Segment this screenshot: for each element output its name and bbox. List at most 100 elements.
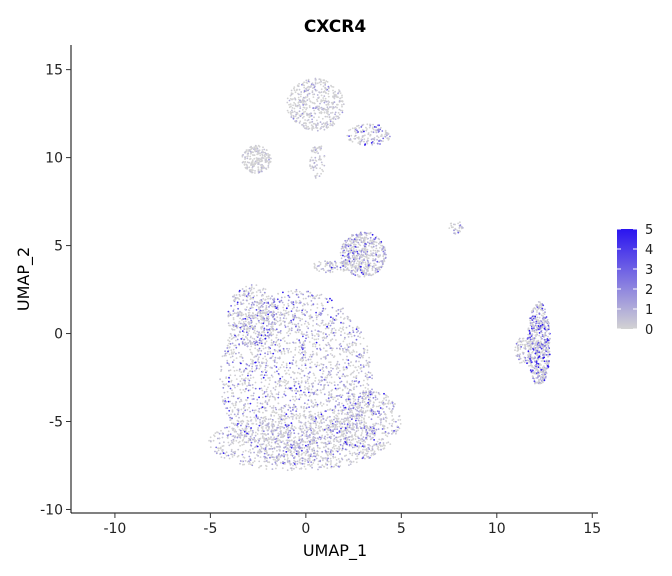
cell-point bbox=[354, 245, 357, 248]
cell-point bbox=[314, 418, 317, 421]
cell-point bbox=[297, 432, 300, 435]
cell-point bbox=[353, 341, 356, 344]
cell-point bbox=[252, 331, 255, 334]
cell-point bbox=[279, 319, 282, 322]
cell-point bbox=[295, 417, 298, 420]
cell-point bbox=[332, 445, 335, 448]
cell-point bbox=[275, 411, 278, 414]
cell-point bbox=[224, 350, 227, 353]
cell-point bbox=[349, 414, 352, 417]
cell-point bbox=[250, 427, 253, 429]
cell-point bbox=[260, 300, 263, 303]
cell-point bbox=[307, 321, 309, 324]
cell-point bbox=[302, 427, 304, 430]
cell-point bbox=[243, 331, 245, 334]
cell-point bbox=[290, 290, 293, 292]
cell-point bbox=[305, 126, 308, 128]
cell-point bbox=[259, 310, 262, 313]
cell-point bbox=[371, 138, 374, 140]
cell-point bbox=[274, 329, 277, 331]
cell-point bbox=[381, 244, 384, 247]
cell-point bbox=[361, 411, 364, 414]
cell-point bbox=[367, 264, 370, 267]
cell-point bbox=[295, 416, 298, 419]
cell-point bbox=[353, 250, 355, 253]
cell-point bbox=[387, 403, 390, 405]
cell-point bbox=[253, 326, 256, 329]
cell-point bbox=[309, 362, 312, 365]
cell-point bbox=[252, 392, 255, 395]
cell-point bbox=[305, 407, 308, 410]
cell-point bbox=[356, 355, 359, 358]
cell-point bbox=[369, 400, 372, 402]
cell-point bbox=[227, 384, 229, 387]
cell-point bbox=[273, 429, 276, 431]
cell-point bbox=[335, 368, 338, 370]
cell-point bbox=[291, 292, 294, 295]
cell-point bbox=[341, 109, 344, 112]
cell-point bbox=[329, 451, 332, 453]
cell-point bbox=[267, 351, 269, 353]
cell-point bbox=[326, 400, 328, 403]
cell-point bbox=[220, 368, 223, 371]
cell-point bbox=[300, 114, 303, 117]
cell-point bbox=[270, 344, 273, 347]
cell-point bbox=[291, 314, 294, 316]
cell-point bbox=[236, 433, 239, 435]
cell-point bbox=[353, 446, 356, 449]
cell-point bbox=[348, 333, 350, 335]
cell-point bbox=[272, 450, 274, 453]
cell-point bbox=[374, 411, 376, 413]
cell-point bbox=[262, 417, 265, 420]
cell-point bbox=[291, 469, 293, 471]
cell-point bbox=[248, 384, 250, 386]
cell-point bbox=[263, 440, 266, 443]
cell-point bbox=[266, 403, 269, 406]
cell-point bbox=[233, 336, 235, 339]
cell-point bbox=[255, 309, 258, 311]
cell-point bbox=[363, 275, 366, 278]
cell-point bbox=[229, 356, 232, 359]
cell-point bbox=[285, 448, 288, 450]
cell-point bbox=[345, 374, 348, 377]
cell-point bbox=[241, 319, 243, 321]
cell-point bbox=[329, 363, 332, 366]
cell-point bbox=[380, 266, 383, 269]
cell-point bbox=[269, 405, 272, 408]
cell-point bbox=[217, 431, 219, 434]
cell-point bbox=[294, 115, 297, 118]
cell-point bbox=[391, 415, 394, 417]
cell-point bbox=[363, 379, 365, 382]
cell-point bbox=[268, 426, 270, 428]
cell-point bbox=[360, 262, 363, 264]
cell-point bbox=[354, 259, 356, 262]
cell-point bbox=[366, 373, 368, 376]
cell-point bbox=[267, 436, 270, 439]
cell-point bbox=[256, 335, 258, 338]
cell-point bbox=[358, 360, 360, 363]
cell-point bbox=[293, 323, 296, 326]
cell-point bbox=[321, 464, 324, 467]
cell-point bbox=[264, 313, 267, 315]
cell-point bbox=[373, 452, 376, 455]
cell-point bbox=[312, 406, 315, 408]
cell-point bbox=[232, 395, 235, 398]
cell-point bbox=[356, 250, 359, 253]
cell-point bbox=[339, 435, 341, 438]
cell-point bbox=[311, 350, 314, 353]
cell-point bbox=[272, 329, 274, 332]
cell-point bbox=[377, 428, 380, 430]
cell-point bbox=[295, 392, 297, 395]
cell-point bbox=[262, 309, 265, 312]
cell-point bbox=[316, 333, 318, 335]
cell-point bbox=[314, 437, 317, 439]
cell-point bbox=[285, 383, 288, 385]
cell-point bbox=[233, 452, 236, 455]
cell-point bbox=[385, 399, 388, 401]
cell-point bbox=[301, 333, 304, 336]
cell-point bbox=[359, 343, 362, 345]
cell-point bbox=[267, 418, 270, 421]
cell-point bbox=[322, 366, 324, 369]
cell-point bbox=[361, 247, 364, 250]
cell-point bbox=[271, 325, 274, 328]
